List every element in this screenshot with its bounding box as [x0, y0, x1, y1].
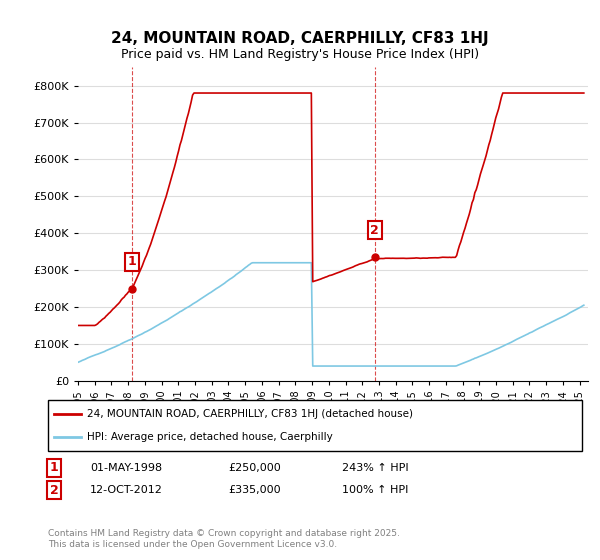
- Text: 12-OCT-2012: 12-OCT-2012: [90, 485, 163, 495]
- Text: £335,000: £335,000: [228, 485, 281, 495]
- Text: 243% ↑ HPI: 243% ↑ HPI: [342, 463, 409, 473]
- Text: 24, MOUNTAIN ROAD, CAERPHILLY, CF83 1HJ (detached house): 24, MOUNTAIN ROAD, CAERPHILLY, CF83 1HJ …: [87, 409, 413, 419]
- Text: 100% ↑ HPI: 100% ↑ HPI: [342, 485, 409, 495]
- Text: HPI: Average price, detached house, Caerphilly: HPI: Average price, detached house, Caer…: [87, 432, 333, 442]
- Text: 01-MAY-1998: 01-MAY-1998: [90, 463, 162, 473]
- Text: Contains HM Land Registry data © Crown copyright and database right 2025.
This d: Contains HM Land Registry data © Crown c…: [48, 529, 400, 549]
- Text: Price paid vs. HM Land Registry's House Price Index (HPI): Price paid vs. HM Land Registry's House …: [121, 48, 479, 60]
- Text: 2: 2: [50, 483, 58, 497]
- Text: 2: 2: [370, 224, 379, 237]
- Text: 24, MOUNTAIN ROAD, CAERPHILLY, CF83 1HJ: 24, MOUNTAIN ROAD, CAERPHILLY, CF83 1HJ: [111, 31, 489, 46]
- Text: 1: 1: [128, 255, 137, 268]
- Text: £250,000: £250,000: [228, 463, 281, 473]
- Text: 1: 1: [50, 461, 58, 474]
